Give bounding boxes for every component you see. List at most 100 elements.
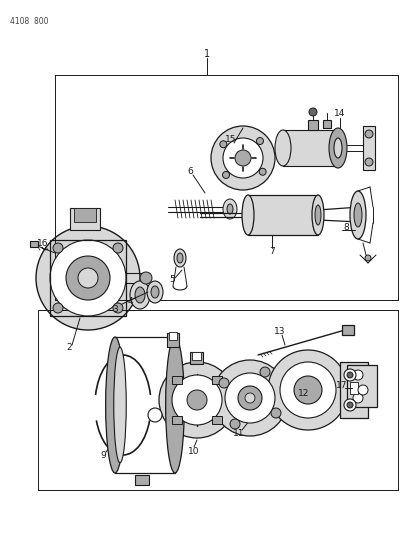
- Circle shape: [365, 130, 373, 138]
- Circle shape: [113, 303, 123, 313]
- Ellipse shape: [227, 204, 233, 214]
- Circle shape: [358, 385, 368, 395]
- Ellipse shape: [242, 195, 254, 235]
- Circle shape: [353, 393, 363, 403]
- Ellipse shape: [329, 128, 347, 168]
- Text: 16: 16: [37, 238, 49, 247]
- Circle shape: [225, 373, 275, 423]
- Bar: [172, 416, 182, 424]
- Text: 13: 13: [274, 327, 286, 335]
- Ellipse shape: [106, 337, 124, 473]
- Circle shape: [271, 408, 281, 418]
- Circle shape: [257, 138, 264, 144]
- Text: 10: 10: [188, 447, 200, 456]
- Ellipse shape: [275, 130, 291, 166]
- Bar: [167, 333, 179, 347]
- Ellipse shape: [315, 205, 321, 225]
- Circle shape: [148, 408, 162, 422]
- Circle shape: [260, 367, 270, 377]
- Circle shape: [344, 369, 356, 381]
- Text: 15: 15: [225, 135, 237, 144]
- Text: 17: 17: [336, 381, 348, 390]
- Bar: [30, 241, 38, 247]
- Text: 7: 7: [269, 247, 275, 256]
- Circle shape: [66, 256, 110, 300]
- Text: 6: 6: [187, 167, 193, 176]
- Circle shape: [220, 141, 227, 148]
- Ellipse shape: [174, 249, 186, 267]
- Circle shape: [159, 362, 235, 438]
- Text: 3: 3: [112, 304, 118, 313]
- Circle shape: [245, 393, 255, 403]
- Circle shape: [140, 272, 152, 284]
- Ellipse shape: [334, 138, 342, 158]
- Bar: [50, 240, 126, 316]
- Circle shape: [309, 108, 317, 116]
- Ellipse shape: [354, 203, 362, 227]
- Text: 8: 8: [343, 223, 349, 232]
- Text: 12: 12: [298, 389, 310, 398]
- Circle shape: [347, 372, 353, 378]
- Text: 1: 1: [204, 49, 210, 59]
- Bar: [283, 130, 338, 166]
- Text: 9: 9: [100, 451, 106, 461]
- Circle shape: [280, 362, 336, 418]
- Circle shape: [268, 350, 348, 430]
- Circle shape: [347, 402, 353, 408]
- Text: 5: 5: [169, 276, 175, 285]
- Circle shape: [219, 378, 229, 388]
- Bar: [172, 376, 182, 384]
- Circle shape: [365, 255, 371, 261]
- Text: 2: 2: [66, 343, 72, 352]
- Ellipse shape: [114, 347, 126, 463]
- Circle shape: [223, 138, 263, 178]
- Bar: [212, 376, 222, 384]
- Circle shape: [53, 243, 63, 253]
- Circle shape: [294, 376, 322, 404]
- Ellipse shape: [135, 287, 145, 303]
- Bar: [70, 208, 100, 230]
- Text: 4108  800: 4108 800: [10, 17, 49, 26]
- Circle shape: [222, 172, 230, 179]
- Bar: [323, 120, 331, 128]
- Circle shape: [230, 419, 240, 429]
- Ellipse shape: [177, 253, 183, 263]
- Circle shape: [172, 375, 222, 425]
- Ellipse shape: [312, 195, 324, 235]
- Circle shape: [365, 158, 373, 166]
- Circle shape: [187, 390, 207, 410]
- Ellipse shape: [223, 199, 237, 219]
- Circle shape: [212, 360, 288, 436]
- Bar: [74, 208, 96, 222]
- Circle shape: [211, 126, 275, 190]
- Bar: [363, 126, 375, 170]
- Ellipse shape: [130, 281, 150, 309]
- Bar: [248, 195, 318, 235]
- Circle shape: [344, 399, 356, 411]
- Bar: [342, 325, 354, 335]
- Circle shape: [50, 240, 126, 316]
- Bar: [135, 475, 149, 485]
- Ellipse shape: [350, 191, 366, 239]
- Bar: [308, 120, 318, 130]
- Circle shape: [53, 303, 63, 313]
- Bar: [212, 416, 222, 424]
- Bar: [190, 352, 203, 364]
- Bar: [350, 382, 358, 394]
- Bar: [347, 365, 377, 407]
- Text: 11: 11: [233, 430, 245, 439]
- Circle shape: [235, 150, 251, 166]
- Circle shape: [78, 268, 98, 288]
- Circle shape: [353, 370, 363, 380]
- Ellipse shape: [147, 281, 163, 303]
- Circle shape: [113, 243, 123, 253]
- Circle shape: [238, 386, 262, 410]
- Text: 14: 14: [334, 109, 346, 117]
- Circle shape: [36, 226, 140, 330]
- Text: 4: 4: [127, 297, 133, 306]
- Bar: [169, 332, 177, 340]
- Bar: [340, 362, 368, 418]
- Ellipse shape: [166, 337, 184, 473]
- Circle shape: [259, 168, 266, 175]
- Ellipse shape: [151, 286, 159, 298]
